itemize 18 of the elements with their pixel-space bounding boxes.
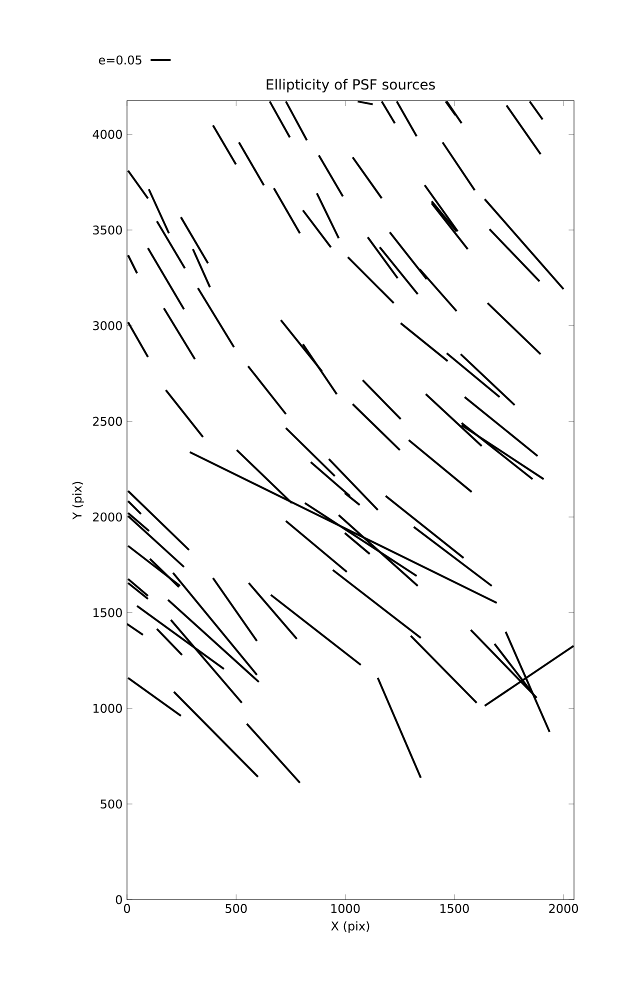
x-tick-label: 0 [124, 904, 130, 914]
x-axis-title: X (pix) [331, 921, 370, 933]
y-tick-label: 3500 [93, 225, 122, 235]
x-tick-label: 1500 [440, 904, 469, 914]
y-tick-label: 500 [100, 799, 122, 809]
y-axis-title: Y (pix) [72, 482, 84, 520]
chart-title: Ellipticity of PSF sources [266, 78, 435, 92]
x-tick-label: 500 [226, 904, 247, 914]
y-tick-label: 3000 [93, 321, 122, 330]
y-tick-label: 1500 [94, 608, 122, 618]
x-tick-label: 1000 [331, 904, 360, 914]
text: e=0.05 [98, 55, 142, 65]
y-tick-label: 0 [116, 895, 122, 904]
x-tick-label: 2000 [549, 904, 578, 914]
y-tick-label: 2000 [93, 512, 122, 522]
y-tick-label: 2500 [93, 416, 122, 426]
y-tick-label: 4000 [92, 130, 122, 139]
y-tick-label: 1000 [94, 704, 122, 713]
